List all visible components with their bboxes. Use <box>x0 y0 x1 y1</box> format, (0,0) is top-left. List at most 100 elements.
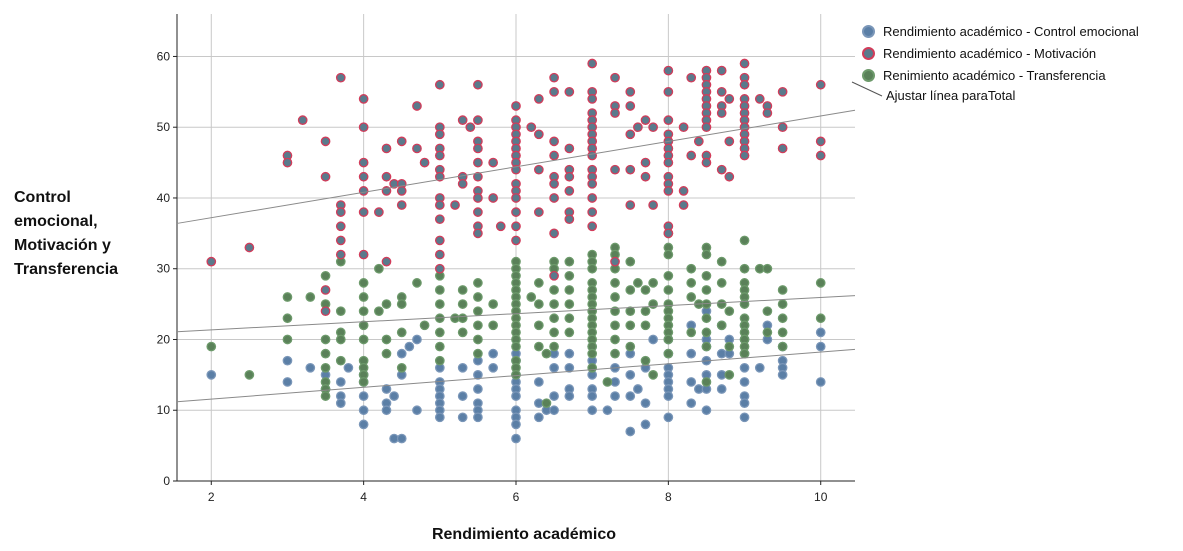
data-point <box>587 391 598 401</box>
y-axis-label-line: Motivación y <box>14 237 111 254</box>
data-point <box>724 136 735 147</box>
data-point <box>724 306 735 317</box>
data-point <box>473 115 483 125</box>
data-point <box>404 341 415 352</box>
data-point <box>564 327 575 338</box>
data-point <box>495 221 506 232</box>
y-axis-label: Control emocional, Motivación y Transfer… <box>14 186 174 282</box>
data-point <box>381 299 392 309</box>
data-point <box>564 86 575 97</box>
data-point <box>739 79 750 90</box>
data-point <box>663 348 674 359</box>
data-point <box>640 115 651 125</box>
data-point <box>701 341 712 352</box>
data-point <box>625 320 636 331</box>
data-point <box>396 348 407 359</box>
data-point <box>534 94 544 104</box>
data-point <box>541 398 552 409</box>
data-point <box>564 348 575 359</box>
data-point <box>549 362 559 373</box>
data-point <box>335 355 346 366</box>
data-point <box>541 348 552 359</box>
y-axis-label-line: Transferencia <box>14 261 119 278</box>
data-point <box>434 129 445 140</box>
y-tick-label: 30 <box>157 262 171 276</box>
y-tick-label: 40 <box>157 191 171 205</box>
data-point <box>739 58 750 69</box>
data-point <box>587 150 598 161</box>
data-point <box>815 150 826 161</box>
data-point <box>716 278 727 288</box>
data-point <box>648 278 658 288</box>
data-point <box>206 370 217 380</box>
data-point <box>473 278 483 288</box>
data-point <box>564 186 575 196</box>
data-point <box>358 278 369 288</box>
legend-item: Renimiento académico - Transferencia <box>862 64 1180 86</box>
data-point <box>396 136 407 147</box>
data-point <box>320 391 331 401</box>
data-point <box>610 306 620 317</box>
data-point <box>488 320 498 331</box>
data-point <box>511 101 521 111</box>
data-point <box>549 178 559 189</box>
y-axis-label-line: Control <box>14 189 71 206</box>
data-point <box>457 178 468 189</box>
data-point <box>777 285 788 295</box>
data-point <box>358 171 369 182</box>
data-point <box>739 398 750 409</box>
data-point <box>686 327 697 338</box>
data-point <box>777 86 788 97</box>
data-point <box>549 327 559 338</box>
data-point <box>457 362 468 373</box>
data-point <box>434 249 445 260</box>
data-point <box>701 122 712 133</box>
data-point <box>534 278 544 288</box>
data-point <box>434 412 445 423</box>
legend: Rendimiento académico - Control emociona… <box>862 20 1180 86</box>
data-point <box>686 348 697 359</box>
data-point <box>511 419 521 430</box>
data-point <box>434 285 445 295</box>
data-point <box>587 263 598 274</box>
data-point <box>739 263 750 274</box>
data-point <box>663 86 674 97</box>
data-point <box>739 348 750 359</box>
data-point <box>434 200 445 210</box>
data-point <box>381 348 392 359</box>
data-point <box>320 334 331 345</box>
data-point <box>754 94 765 104</box>
data-point <box>434 355 445 366</box>
x-tick-label: 2 <box>208 490 215 504</box>
data-point <box>610 108 620 118</box>
data-point <box>625 86 636 97</box>
data-point <box>305 362 316 373</box>
data-point <box>488 362 498 373</box>
data-point <box>534 207 544 217</box>
data-point <box>815 313 826 324</box>
data-point <box>678 200 689 210</box>
data-point <box>450 200 460 210</box>
data-point <box>610 278 620 288</box>
data-point <box>549 150 559 161</box>
data-point <box>648 370 658 380</box>
data-point <box>412 334 422 345</box>
data-point <box>625 391 636 401</box>
data-point <box>534 377 544 387</box>
data-point <box>358 377 369 387</box>
data-point <box>777 299 788 309</box>
data-point <box>335 398 346 409</box>
data-point <box>374 306 384 317</box>
data-point <box>587 348 598 359</box>
data-point <box>457 285 468 295</box>
data-point <box>587 405 598 416</box>
legend-swatch <box>862 46 875 60</box>
data-point <box>320 270 331 281</box>
data-point <box>686 150 697 161</box>
data-point <box>762 108 773 118</box>
data-point <box>381 384 392 394</box>
data-point <box>381 405 392 416</box>
data-point <box>358 320 369 331</box>
data-point <box>396 362 407 373</box>
data-point <box>320 348 331 359</box>
